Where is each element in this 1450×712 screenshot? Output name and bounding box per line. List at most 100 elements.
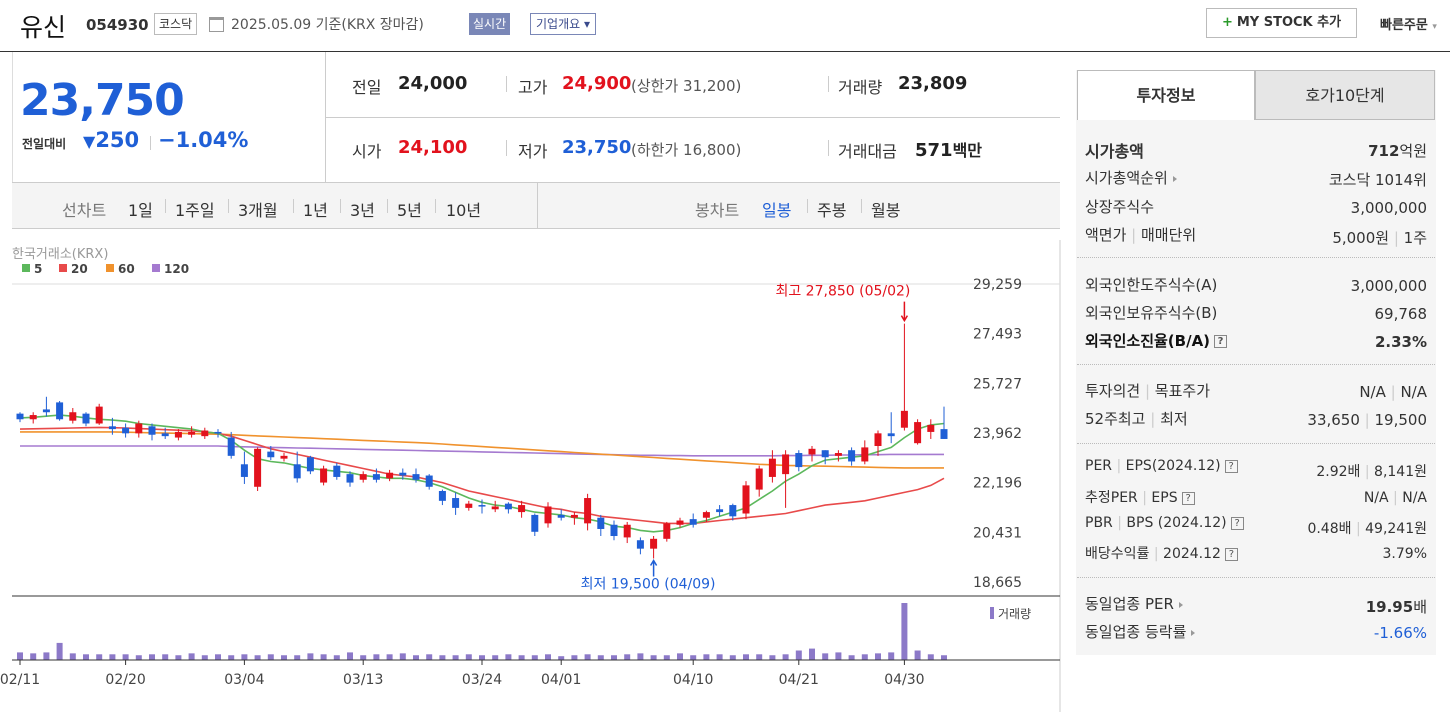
volume-bar	[228, 655, 235, 660]
legend-swatch	[22, 264, 30, 272]
volume-bar	[188, 653, 195, 660]
candle-body	[689, 519, 697, 525]
tab-investment-info[interactable]: 투자정보	[1077, 70, 1255, 120]
divider	[807, 199, 808, 213]
volume-bar	[122, 654, 129, 660]
volume-bar	[479, 655, 485, 660]
divider	[435, 199, 436, 213]
volume-bar	[201, 655, 208, 660]
realtime-button[interactable]: 실시간	[469, 13, 511, 35]
candle-body	[201, 430, 209, 437]
sector-per-label[interactable]: 동일업종 PER	[1085, 593, 1183, 614]
candle-body	[359, 474, 367, 480]
period-weekly[interactable]: 주봉	[817, 201, 847, 220]
base-date: 2025.05.09 기준(KRX 장마감)	[231, 17, 424, 33]
volume-bar	[703, 654, 710, 660]
min-arrow-icon	[649, 559, 658, 577]
x-tick-label: 04/30	[884, 672, 924, 688]
quick-order-button[interactable]: 빠른주문 ▾	[1380, 18, 1437, 33]
arrow-right-icon	[1178, 601, 1183, 608]
candle-body	[425, 475, 433, 487]
prev-close-value: 24,000	[398, 73, 468, 94]
volume-bar	[861, 654, 868, 660]
sector-change-label[interactable]: 동일업종 등락률	[1085, 621, 1196, 642]
tab-order-book[interactable]: 호가10단계	[1255, 70, 1435, 120]
period-5y[interactable]: 5년	[397, 201, 422, 220]
change-percent: −1.04%	[158, 128, 249, 152]
volume-bar	[888, 652, 895, 660]
volume-bar	[347, 652, 353, 660]
period-3m[interactable]: 3개월	[238, 201, 278, 220]
legend-item: 120	[164, 262, 189, 276]
divider	[228, 199, 229, 213]
volume-bar	[835, 652, 842, 660]
volume-bar	[294, 655, 301, 660]
foreign-hold: 69,768	[1374, 305, 1428, 323]
foreign-ratio: 2.33%	[1374, 333, 1427, 351]
period-1y[interactable]: 1년	[303, 201, 328, 220]
investment-info-panel	[1076, 70, 1436, 655]
volume-bar	[782, 654, 789, 660]
period-monthly[interactable]: 월봉	[871, 201, 901, 220]
period-daily[interactable]: 일봉	[762, 201, 792, 220]
par-unit-value: 5,000원 | 1주	[1332, 229, 1427, 247]
volume-bar	[399, 653, 406, 660]
volume-bar	[175, 655, 182, 660]
low-value: 23,750	[562, 137, 632, 158]
y-tick-label: 27,493	[973, 327, 1022, 343]
period-1d[interactable]: 1일	[128, 201, 153, 220]
volume-legend-swatch	[990, 607, 994, 619]
x-tick-label: 04/21	[779, 672, 819, 688]
period-1w[interactable]: 1주일	[175, 201, 215, 220]
period-10y[interactable]: 10년	[446, 201, 482, 220]
divider	[1077, 443, 1435, 444]
volume-bar	[373, 654, 380, 660]
candle-body	[108, 426, 116, 430]
candle-body	[808, 448, 816, 455]
volume-bar	[809, 648, 815, 660]
candle-body	[56, 402, 64, 420]
candle-body	[293, 464, 301, 479]
volume-bar	[941, 655, 947, 660]
upper-limit: (상한가 31,200)	[631, 77, 742, 95]
candle-chart-label: 봉차트	[695, 201, 740, 220]
volume-bar	[69, 653, 76, 660]
down-arrow-icon: ▼	[83, 132, 96, 151]
volume-bar	[584, 654, 591, 660]
volume-bar	[611, 655, 617, 660]
candle-body	[900, 410, 908, 428]
stock-chart[interactable]: 한국거래소(KRX) 5 20 60 120 29,259 27,493 25,727 23…	[0, 240, 1062, 712]
sector-change: -1.66%	[1373, 624, 1427, 642]
candle-body	[716, 509, 724, 513]
market-cap-rank-label[interactable]: 시가총액순위	[1085, 167, 1177, 188]
divider	[150, 136, 151, 150]
candle-body	[755, 468, 763, 490]
candle-body	[29, 415, 37, 420]
candle-body	[372, 474, 380, 480]
line-chart-label: 선차트	[62, 201, 107, 220]
candle-body	[702, 512, 710, 518]
my-stock-add-button[interactable]: + MY STOCK 추가	[1206, 8, 1357, 38]
divider	[828, 76, 829, 92]
period-3y[interactable]: 3년	[350, 201, 375, 220]
change-label: 전일대비	[22, 137, 67, 151]
change-value: ▼250	[83, 128, 140, 152]
volume-bar	[743, 654, 749, 660]
x-tick-label: 02/20	[105, 672, 145, 688]
candle-body	[504, 503, 512, 510]
divider	[387, 199, 388, 213]
volume-bar	[875, 653, 881, 660]
candle-body	[914, 422, 922, 444]
volume-bar	[426, 654, 433, 660]
volume-bar	[848, 655, 855, 660]
volume-bar	[571, 655, 578, 660]
divider	[340, 199, 341, 213]
candle-body	[452, 498, 460, 508]
w52-value: 33,650 | 19,500	[1307, 411, 1427, 429]
company-info-dropdown[interactable]: 기업개요 ▾	[530, 13, 596, 35]
foreign-limit: 3,000,000	[1350, 277, 1427, 295]
price-summary	[12, 52, 1060, 182]
candle-body	[518, 505, 526, 513]
per-eps-label: PER | EPS(2024.12)?	[1085, 458, 1238, 474]
candle-body	[861, 447, 869, 462]
